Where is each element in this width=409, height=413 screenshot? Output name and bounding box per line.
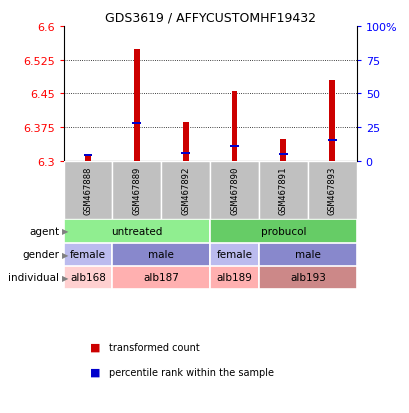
Text: female: female bbox=[216, 249, 252, 259]
Text: female: female bbox=[70, 249, 106, 259]
Text: alb193: alb193 bbox=[289, 273, 325, 282]
Bar bbox=[112, 266, 209, 289]
Text: GSM467892: GSM467892 bbox=[181, 166, 190, 215]
Text: transformed count: transformed count bbox=[108, 342, 199, 352]
Bar bbox=[209, 161, 258, 220]
Bar bbox=[209, 266, 258, 289]
Bar bbox=[209, 243, 258, 266]
Text: ■: ■ bbox=[90, 367, 101, 377]
Bar bbox=[63, 266, 112, 289]
Text: agent: agent bbox=[29, 226, 59, 236]
Bar bbox=[63, 161, 112, 220]
Text: ▶: ▶ bbox=[61, 250, 68, 259]
Text: alb168: alb168 bbox=[70, 273, 106, 282]
Text: alb187: alb187 bbox=[143, 273, 179, 282]
Bar bbox=[258, 266, 356, 289]
Bar bbox=[182, 123, 188, 161]
Bar bbox=[229, 145, 238, 147]
Text: untreated: untreated bbox=[111, 226, 162, 236]
Text: male: male bbox=[294, 249, 320, 259]
Bar bbox=[209, 220, 356, 243]
Bar bbox=[63, 220, 209, 243]
Text: male: male bbox=[148, 249, 174, 259]
Bar bbox=[258, 161, 307, 220]
Bar bbox=[112, 243, 209, 266]
Bar bbox=[112, 161, 161, 220]
Bar bbox=[161, 161, 210, 220]
Bar bbox=[279, 154, 287, 156]
Bar bbox=[134, 50, 139, 161]
Text: probucol: probucol bbox=[260, 226, 306, 236]
Text: individual: individual bbox=[9, 273, 59, 282]
Text: GSM467893: GSM467893 bbox=[327, 166, 336, 215]
Bar bbox=[280, 140, 285, 161]
Bar bbox=[231, 92, 237, 161]
Bar bbox=[181, 153, 190, 155]
Text: GSM467891: GSM467891 bbox=[278, 166, 287, 215]
Text: GSM467889: GSM467889 bbox=[132, 166, 141, 215]
Text: percentile rank within the sample: percentile rank within the sample bbox=[108, 367, 273, 377]
Bar bbox=[85, 154, 91, 161]
Bar bbox=[328, 81, 335, 161]
Bar bbox=[327, 140, 336, 142]
Text: ▶: ▶ bbox=[61, 273, 68, 282]
Title: GDS3619 / AFFYCUSTOMHF19432: GDS3619 / AFFYCUSTOMHF19432 bbox=[104, 11, 315, 24]
Text: GSM467888: GSM467888 bbox=[83, 166, 92, 215]
Bar bbox=[132, 122, 141, 125]
Text: ■: ■ bbox=[90, 342, 101, 352]
Bar bbox=[258, 243, 356, 266]
Bar bbox=[307, 161, 356, 220]
Text: alb189: alb189 bbox=[216, 273, 252, 282]
Bar bbox=[63, 243, 112, 266]
Text: GSM467890: GSM467890 bbox=[229, 166, 238, 215]
Text: ▶: ▶ bbox=[61, 227, 68, 236]
Bar bbox=[83, 154, 92, 157]
Text: gender: gender bbox=[22, 249, 59, 259]
